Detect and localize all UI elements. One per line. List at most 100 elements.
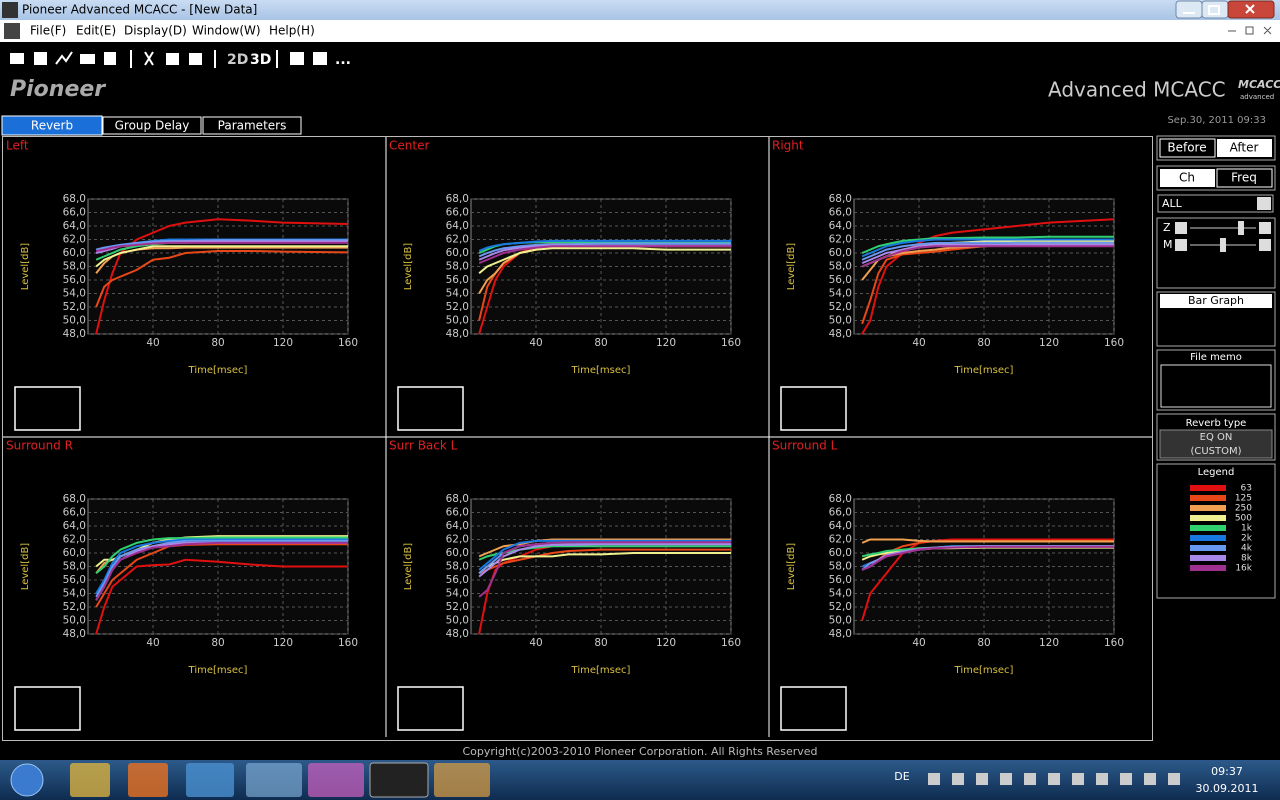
- y-tick-label: 66,0: [829, 207, 852, 219]
- slider-left[interactable]: [1175, 222, 1187, 234]
- copy-icon[interactable]: [166, 53, 179, 65]
- tab-reverb[interactable]: [1, 115, 103, 136]
- chart-panel: Surround R 48,050,0 52,054,0 56,058,0 60,062…: [3, 436, 386, 731]
- tile-icon[interactable]: [313, 52, 327, 65]
- tab-parameters[interactable]: [202, 116, 302, 135]
- cut-icon[interactable]: [144, 51, 154, 66]
- ch-button[interactable]: [1160, 169, 1215, 187]
- app[interactable]: [308, 763, 364, 797]
- save-icon[interactable]: [34, 52, 47, 65]
- m-label: M: [1163, 238, 1173, 251]
- y-tick-label: 52,0: [446, 601, 469, 613]
- button-label: Before: [1167, 141, 1206, 155]
- series-line: [478, 239, 731, 252]
- x-tick-label: 40: [529, 637, 542, 649]
- legend-swatch: [1190, 545, 1226, 551]
- channel-select[interactable]: [1157, 194, 1274, 213]
- doc-controls[interactable]: [1228, 26, 1272, 35]
- y-tick-label: 68,0: [446, 193, 469, 205]
- start-button[interactable]: [10, 763, 44, 797]
- language[interactable]: DE: [894, 770, 909, 783]
- taskbar-apps: [70, 762, 490, 798]
- legend-swatch: [1190, 495, 1226, 501]
- y-tick-label: 54,0: [446, 288, 469, 300]
- x-tick-label: 160: [338, 337, 358, 349]
- menu-item[interactable]: Window(W): [192, 24, 261, 38]
- legend-swatch: [1190, 505, 1226, 511]
- legend-label: 8k: [1241, 554, 1253, 564]
- clock-time[interactable]: 09:37: [1211, 765, 1243, 778]
- freq-button[interactable]: [1216, 168, 1273, 188]
- memo-box: [14, 686, 81, 731]
- series-line: [861, 235, 1114, 254]
- graph-icon[interactable]: [55, 51, 73, 65]
- y-tick-label: 58,0: [446, 561, 469, 573]
- menu-item[interactable]: Help(H): [269, 24, 315, 38]
- chart-panel: Right 48,050,0 52,054,0 56,058,0 60,062,0 64,…: [768, 137, 1124, 437]
- mcacc-app[interactable]: [369, 762, 429, 798]
- paint[interactable]: [434, 763, 490, 797]
- memo-box: [397, 386, 464, 431]
- open-icon[interactable]: [10, 53, 24, 64]
- x-tick-label: 160: [721, 637, 741, 649]
- y-tick-label: 48,0: [63, 628, 86, 640]
- clock-date[interactable]: 30.09.2011: [1196, 782, 1259, 795]
- y-tick-label: 64,0: [446, 220, 469, 232]
- bar-graph-button[interactable]: [1160, 294, 1272, 308]
- paste-icon[interactable]: [189, 53, 202, 65]
- toolbar-icons: [10, 50, 327, 68]
- browser[interactable]: [186, 763, 234, 797]
- button-label: Freq: [1231, 171, 1257, 185]
- maximize-button[interactable]: [1201, 0, 1229, 19]
- y-tick-label: 68,0: [63, 193, 86, 205]
- menu-item[interactable]: File(F): [30, 24, 66, 38]
- preview-icon[interactable]: [104, 52, 116, 65]
- y-tick-label: 50,0: [63, 315, 86, 327]
- y-tick-label: 64,0: [829, 520, 852, 532]
- menu-item[interactable]: Edit(E): [76, 24, 116, 38]
- window-icon[interactable]: [290, 52, 304, 65]
- y-tick-label: 58,0: [446, 261, 469, 273]
- x-tick-label: 40: [912, 637, 925, 649]
- y-tick-label: 50,0: [446, 315, 469, 327]
- y-tick-label: 56,0: [829, 574, 852, 586]
- series-line: [95, 249, 349, 308]
- date: Sep.30, 2011 09:33: [1167, 115, 1266, 126]
- toolbar-2d[interactable]: 2D: [227, 52, 248, 68]
- y-tick-label: 52,0: [63, 601, 86, 613]
- y-tick-label: 60,0: [829, 547, 852, 559]
- file-memo-box[interactable]: [1160, 364, 1272, 408]
- menu-bar: [0, 20, 1280, 42]
- explorer[interactable]: [70, 763, 110, 797]
- y-tick-label: 68,0: [829, 493, 852, 505]
- print-icon[interactable]: [80, 54, 95, 64]
- y-tick-label: 64,0: [446, 520, 469, 532]
- after-button[interactable]: [1217, 139, 1272, 157]
- toolbar-3d[interactable]: 3D: [250, 52, 271, 68]
- legend-swatch: [1190, 515, 1226, 521]
- y-tick-label: 58,0: [63, 561, 86, 573]
- slider-left[interactable]: [1175, 239, 1187, 251]
- y-tick-label: 54,0: [63, 288, 86, 300]
- tab-group-delay[interactable]: [102, 116, 202, 135]
- y-tick-label: 48,0: [446, 628, 469, 640]
- series-line: [95, 558, 348, 635]
- x-tick-label: 120: [273, 637, 293, 649]
- minimize-button[interactable]: [1175, 0, 1203, 19]
- slider-right[interactable]: [1259, 239, 1271, 251]
- slider-right[interactable]: [1259, 222, 1271, 234]
- media-player[interactable]: [128, 763, 168, 797]
- before-button[interactable]: [1159, 138, 1216, 158]
- legend-label: 2k: [1241, 534, 1253, 544]
- copyright: Copyright(c)2003-2010 Pioneer Corporatio…: [462, 745, 817, 758]
- slider-thumb[interactable]: [1238, 221, 1244, 235]
- slider-thumb[interactable]: [1220, 238, 1226, 252]
- menu-item[interactable]: Display(D): [124, 24, 187, 38]
- series-line: [478, 548, 731, 575]
- toolbar-more[interactable]: ...: [335, 52, 351, 68]
- memo-box: [780, 686, 847, 731]
- select-arrow[interactable]: [1257, 197, 1271, 210]
- tab-label: Group Delay: [115, 119, 190, 133]
- app[interactable]: [246, 763, 302, 797]
- x-axis-label: Time[msec]: [571, 365, 631, 376]
